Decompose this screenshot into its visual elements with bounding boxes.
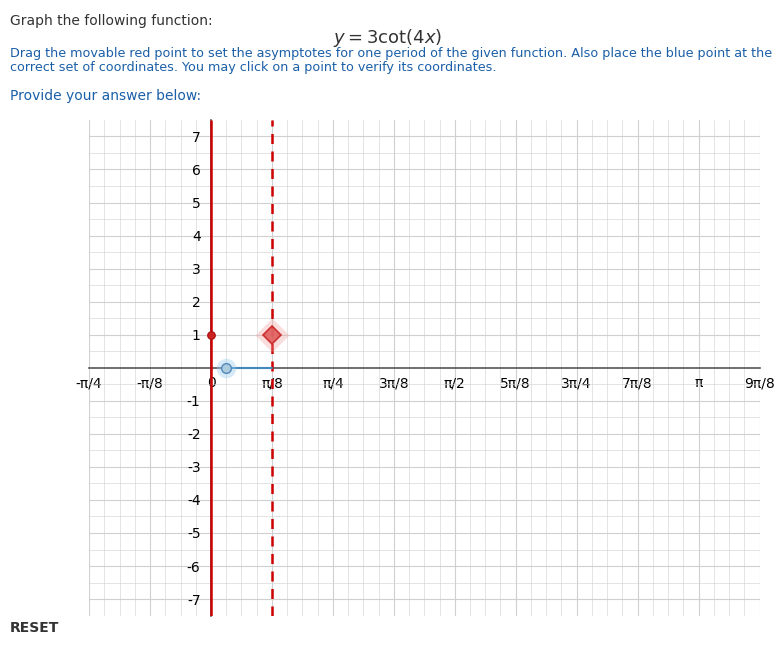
Text: correct set of coordinates. You may click on a point to verify its coordinates.: correct set of coordinates. You may clic…	[10, 61, 497, 74]
Text: Drag the movable red point to set the asymptotes for one period of the given fun: Drag the movable red point to set the as…	[10, 47, 772, 60]
Text: RESET: RESET	[10, 621, 60, 635]
Text: Provide your answer below:: Provide your answer below:	[10, 89, 202, 104]
Text: Graph the following function:: Graph the following function:	[10, 14, 212, 29]
Text: $y = 3\cot(4x)$: $y = 3\cot(4x)$	[333, 27, 442, 49]
